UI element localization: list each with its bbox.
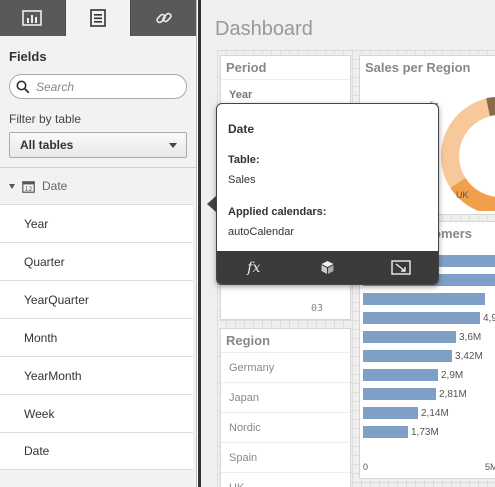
bar[interactable] — [363, 350, 452, 362]
bar-row[interactable]: 3,6M — [363, 331, 481, 343]
bar[interactable] — [363, 293, 485, 305]
donut-slice-dark[interactable] — [486, 97, 495, 116]
bar-row[interactable]: 1,73M — [363, 426, 439, 438]
table-filter-select[interactable]: All tables — [9, 132, 187, 158]
bar[interactable] — [363, 312, 480, 324]
donut-slice-uk[interactable] — [450, 177, 495, 211]
popup-title: Date — [228, 122, 255, 136]
region-list-item[interactable]: Germany — [221, 352, 350, 382]
date-field-group[interactable]: 12 Date — [0, 168, 196, 204]
formula-icon: fx — [247, 259, 261, 276]
chart-icon — [22, 10, 43, 26]
region-list-item[interactable]: UK — [221, 472, 350, 487]
region-panel-title: Region — [226, 333, 271, 348]
tab-master-items[interactable] — [131, 0, 196, 36]
region-list-item[interactable]: Spain — [221, 442, 350, 472]
create-measure-button[interactable]: fx — [217, 251, 291, 284]
search-input[interactable] — [36, 79, 176, 94]
bar[interactable] — [363, 369, 438, 381]
bar-row[interactable] — [363, 293, 485, 305]
bar-label: 2,81M — [439, 388, 467, 400]
list-icon — [90, 9, 106, 27]
expand-icon — [391, 260, 411, 275]
asset-tabs — [0, 0, 196, 36]
region-list-item[interactable]: Japan — [221, 382, 350, 412]
svg-text:12: 12 — [25, 186, 33, 193]
donut-chart[interactable] — [420, 86, 495, 211]
assets-panel: Fields Filter by table All tables 12 Dat… — [0, 0, 197, 487]
region-panel[interactable]: Region Germany Japan Nordic Spain UK — [220, 328, 351, 487]
sales-region-title: Sales per Region — [365, 60, 471, 75]
donut-label-uk: UK — [456, 190, 469, 200]
field-item[interactable]: Month — [0, 318, 193, 356]
donut-slice-nordic[interactable] — [441, 97, 495, 188]
bar-label: 1,73M — [411, 426, 439, 438]
popup-toolbar: fx — [217, 251, 438, 284]
bar-label: 3,42M — [455, 350, 483, 362]
bar[interactable] — [363, 407, 418, 419]
field-item[interactable]: Date — [0, 432, 193, 470]
popup-calendars-value: autoCalendar — [228, 226, 295, 238]
bar-row[interactable]: 2,9M — [363, 369, 463, 381]
field-item[interactable]: Quarter — [0, 242, 193, 280]
axis-tick: 5M — [485, 462, 495, 472]
bar-row[interactable]: 2,81M — [363, 388, 467, 400]
divider — [0, 167, 196, 168]
search-icon — [16, 80, 30, 93]
bar[interactable] — [363, 331, 456, 343]
field-details-popup: Date Table: Sales Applied calendars: aut… — [216, 103, 439, 285]
popup-pointer — [207, 196, 216, 212]
popup-calendars-label: Applied calendars: — [228, 206, 327, 218]
date-group-label: Date — [42, 179, 68, 193]
bar-label: 2,9M — [441, 369, 464, 381]
period-panel-title: Period — [226, 60, 267, 75]
period-value: 03 — [311, 303, 324, 314]
customers-title: omers — [433, 226, 473, 241]
field-item[interactable]: YearMonth — [0, 356, 193, 394]
tab-fields[interactable] — [65, 0, 132, 36]
bar-label: 4,9 — [483, 312, 495, 324]
preview-button[interactable] — [364, 251, 438, 284]
field-item[interactable]: Week — [0, 394, 193, 432]
bar-label: 3,6M — [459, 331, 482, 343]
bar-row[interactable]: 3,42M — [363, 350, 483, 362]
table-filter-value: All tables — [20, 138, 74, 152]
date-field-list: Year Quarter YearQuarter Month YearMonth… — [0, 204, 193, 470]
sheet-title: Dashboard — [215, 18, 313, 40]
bar-row[interactable]: 2,14M — [363, 407, 449, 419]
bar-label: 2,14M — [421, 407, 449, 419]
axis-tick: 0 — [363, 462, 369, 472]
region-list-item[interactable]: Nordic — [221, 412, 350, 442]
fields-title: Fields — [9, 49, 47, 64]
bar-row[interactable]: 4,9 — [363, 312, 495, 324]
calendar-icon: 12 — [22, 180, 35, 193]
bar[interactable] — [363, 388, 436, 400]
tab-charts[interactable] — [0, 0, 66, 36]
cube-icon — [321, 261, 334, 274]
field-search[interactable] — [9, 74, 187, 99]
link-icon — [155, 12, 172, 24]
chevron-down-icon — [169, 142, 177, 148]
collapse-arrow-icon[interactable] — [9, 183, 15, 189]
bar[interactable] — [363, 426, 408, 438]
create-dimension-button[interactable] — [291, 251, 365, 284]
field-item[interactable]: YearQuarter — [0, 280, 193, 318]
filter-label: Filter by table — [9, 112, 82, 126]
popup-table-label: Table: — [228, 154, 260, 166]
popup-table-value: Sales — [228, 174, 256, 186]
field-item[interactable]: Year — [0, 204, 193, 242]
period-list-item[interactable]: Year — [221, 79, 350, 109]
